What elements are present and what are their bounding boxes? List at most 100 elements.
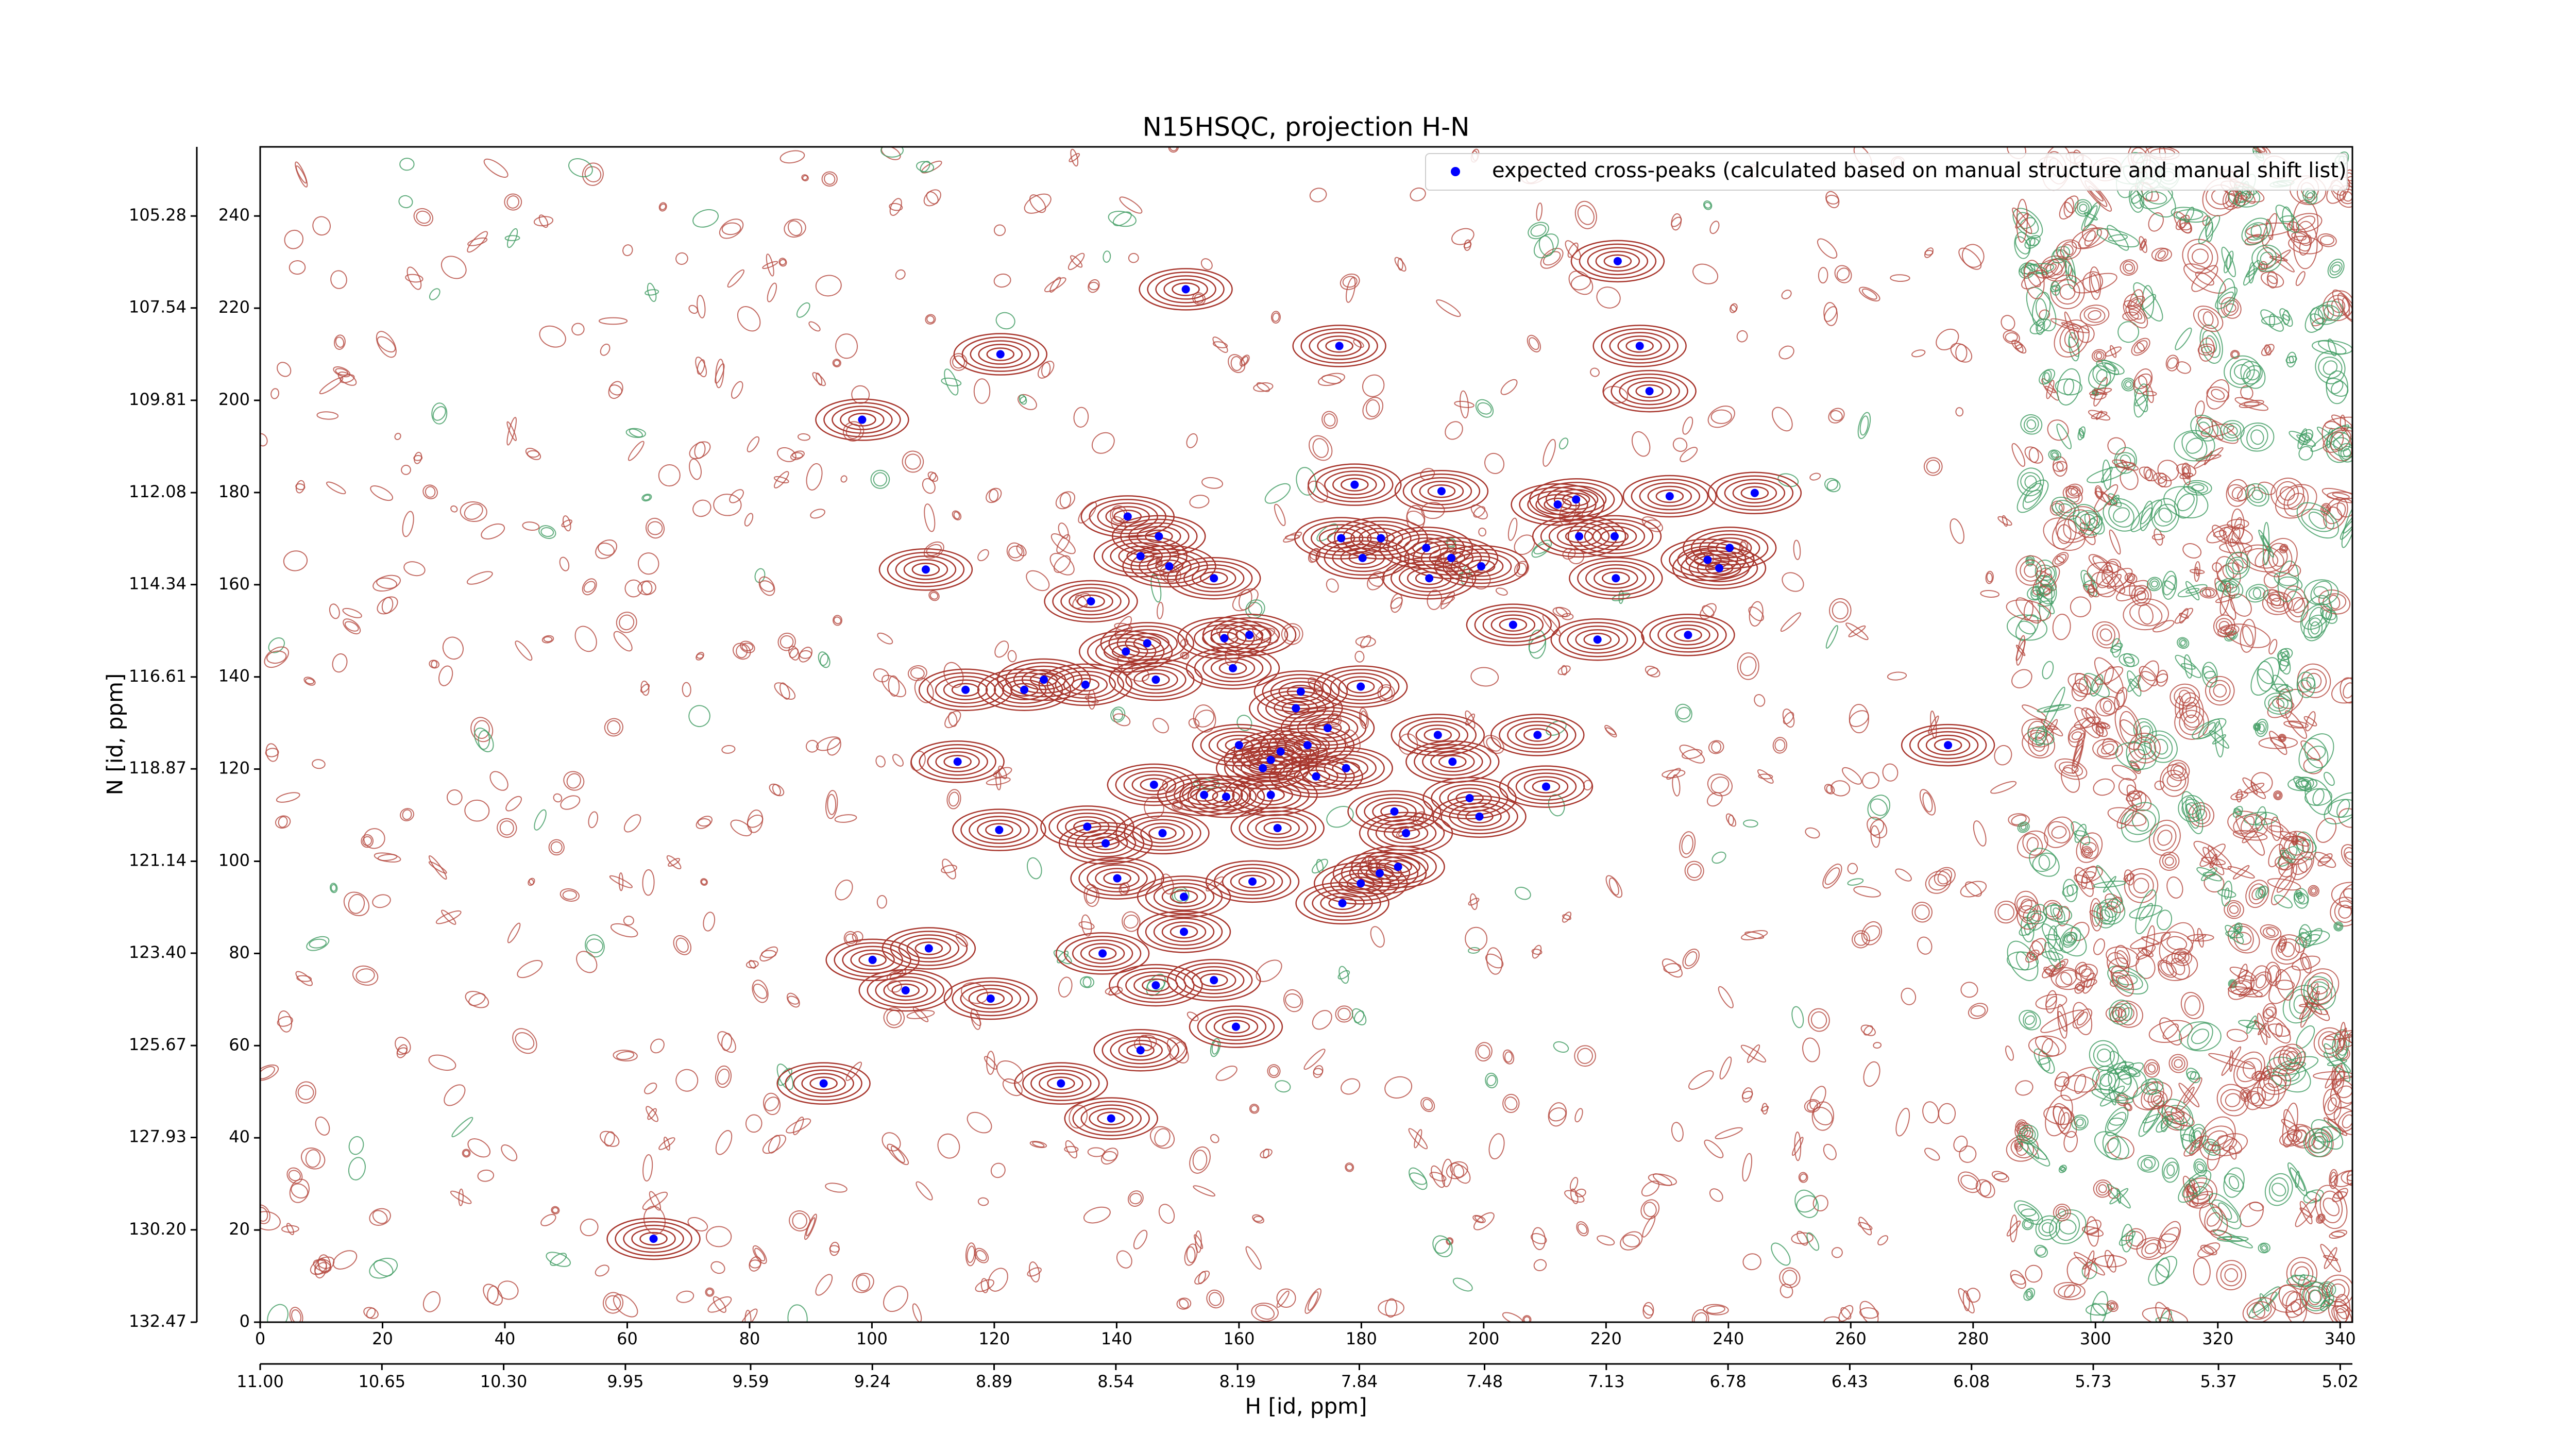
noise-contour (1859, 1307, 1879, 1319)
noise-contour (2108, 502, 2134, 528)
cross-peak (1210, 976, 1218, 985)
noise-contour (2096, 624, 2115, 646)
noise-contour (538, 214, 549, 228)
noise-contour (1960, 881, 1987, 898)
noise-contour (295, 971, 313, 986)
noise-contour (778, 258, 787, 267)
noise-contour (2029, 238, 2036, 246)
noise-contour (2183, 714, 2200, 731)
noise-contour (1057, 951, 1069, 964)
noise-contour (2006, 1220, 2021, 1237)
x2-tick-label: 8.19 (1219, 1372, 1256, 1391)
noise-contour (2120, 719, 2137, 736)
noise-contour (2320, 1244, 2341, 1273)
noise-contour (1236, 715, 1252, 731)
noise-contour (763, 1092, 781, 1116)
noise-contour (824, 173, 836, 185)
noise-contour (2179, 613, 2189, 619)
noise-contour (2161, 1119, 2168, 1129)
noise-contour (1562, 914, 1571, 920)
noise-contour (2275, 684, 2289, 693)
noise-contour (1532, 1227, 1546, 1251)
noise-contour (1362, 397, 1384, 420)
cross-peak (1613, 257, 1622, 265)
peak-contour (639, 1231, 668, 1246)
noise-contour (827, 794, 837, 815)
noise-contour (2183, 1086, 2195, 1104)
peak-contour (1195, 783, 1257, 811)
noise-contour (1069, 1105, 1088, 1129)
noise-contour (774, 682, 796, 700)
noise-contour (1818, 267, 1828, 284)
cross-peak (649, 1235, 658, 1243)
noise-contour (1284, 626, 1300, 643)
peak-contour (1324, 470, 1385, 499)
cross-peak (1122, 647, 1130, 656)
cross-peak (1357, 682, 1365, 691)
noise-contour (2039, 368, 2056, 385)
noise-contour (2023, 1220, 2032, 1229)
noise-contour (2233, 364, 2251, 380)
noise-contour (2259, 888, 2265, 896)
noise-contour (2020, 472, 2041, 492)
peak-contour (1166, 959, 1261, 1002)
noise-contour (2184, 207, 2195, 223)
peak-contour (1332, 544, 1393, 572)
noise-contour (2270, 816, 2281, 841)
noise-contour (463, 1150, 470, 1157)
noise-contour (2088, 362, 2115, 389)
noise-contour (2021, 898, 2032, 911)
peak-contour (960, 984, 1022, 1013)
peak-contour (1255, 817, 1300, 839)
noise-contour (2106, 1300, 2119, 1312)
noise-contour (2143, 466, 2154, 482)
noise-contour (2335, 1073, 2342, 1087)
noise-contour (506, 421, 517, 442)
noise-contour (1192, 292, 1206, 306)
noise-contour (2017, 821, 2030, 833)
noise-contour (1663, 963, 1682, 973)
noise-contour (2015, 1080, 2033, 1096)
peak-contour (1117, 967, 1195, 1003)
noise-contour (2224, 900, 2244, 919)
cross-peak (1098, 949, 1107, 958)
noise-contour (1707, 792, 1723, 807)
cross-peak (1266, 790, 1275, 799)
noise-contour (1997, 903, 2015, 921)
noise-contour (1176, 1297, 1192, 1310)
noise-contour (2331, 1070, 2346, 1089)
noise-contour (1377, 684, 1395, 702)
noise-contour (2300, 680, 2312, 690)
noise-contour (1149, 1126, 1175, 1149)
noise-contour (2218, 291, 2234, 305)
peak-contour (1126, 1043, 1155, 1057)
noise-contour (2092, 365, 2111, 386)
noise-contour (2074, 716, 2101, 729)
cross-peak (1222, 792, 1230, 801)
noise-contour (2323, 1088, 2342, 1121)
noise-contour (1809, 1086, 1826, 1110)
noise-contour (1761, 1103, 1768, 1115)
noise-contour (2101, 491, 2111, 505)
noise-contour (1230, 356, 1243, 371)
noise-contour (1924, 250, 1934, 256)
noise-contour (1103, 250, 1111, 263)
noise-contour (1740, 1044, 1767, 1063)
noise-contour (2208, 1193, 2242, 1229)
y-axis-label: N [id, ppm] (103, 673, 128, 796)
noise-contour (1153, 718, 1169, 734)
noise-contour (2007, 951, 2039, 971)
noise-contour (892, 754, 904, 767)
noise-contour (2226, 479, 2249, 507)
noise-contour (1953, 1135, 1968, 1152)
noise-contour (2157, 909, 2173, 931)
noise-contour (789, 1210, 811, 1231)
noise-contour (2336, 799, 2350, 818)
noise-contour (1527, 334, 1541, 352)
noise-contour (2261, 315, 2283, 326)
noise-contour (924, 503, 936, 532)
noise-contour (784, 218, 806, 238)
noise-contour (2240, 619, 2256, 653)
noise-contour (749, 1259, 761, 1269)
noise-contour (695, 357, 707, 378)
